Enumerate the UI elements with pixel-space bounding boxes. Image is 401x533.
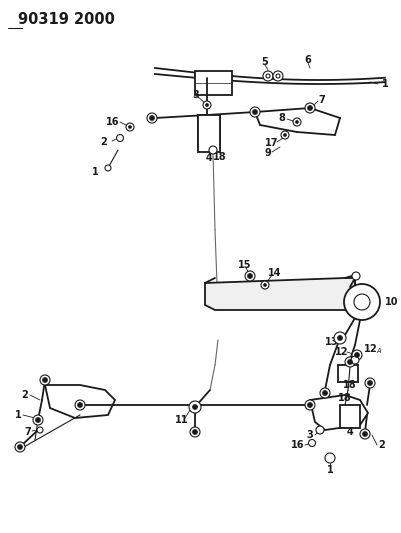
Circle shape: [245, 271, 255, 281]
Text: 10: 10: [385, 297, 399, 307]
Polygon shape: [310, 395, 368, 430]
Text: 16: 16: [291, 440, 305, 450]
Circle shape: [325, 453, 335, 463]
Circle shape: [281, 131, 289, 139]
Circle shape: [263, 71, 273, 81]
Polygon shape: [338, 365, 358, 382]
Circle shape: [77, 402, 83, 408]
Circle shape: [354, 294, 370, 310]
Text: 7: 7: [319, 95, 325, 105]
Text: 16: 16: [106, 117, 120, 127]
Polygon shape: [45, 385, 115, 418]
Circle shape: [190, 427, 200, 437]
Circle shape: [36, 417, 41, 423]
Circle shape: [360, 429, 370, 439]
Polygon shape: [195, 71, 232, 95]
Circle shape: [40, 375, 50, 385]
Circle shape: [320, 388, 330, 398]
Text: 13: 13: [325, 337, 339, 347]
Polygon shape: [340, 405, 360, 428]
Circle shape: [308, 440, 316, 447]
Circle shape: [128, 125, 132, 128]
Circle shape: [205, 103, 209, 107]
Circle shape: [105, 165, 111, 171]
Circle shape: [352, 272, 360, 280]
Circle shape: [365, 378, 375, 388]
Circle shape: [150, 116, 154, 120]
Text: 11: 11: [175, 415, 189, 425]
Circle shape: [276, 74, 280, 78]
Circle shape: [354, 352, 360, 358]
Circle shape: [305, 400, 315, 410]
Text: 2: 2: [22, 390, 28, 400]
Circle shape: [261, 281, 269, 289]
Text: 5: 5: [261, 57, 268, 67]
Circle shape: [126, 123, 134, 131]
Text: 4: 4: [346, 427, 353, 437]
Circle shape: [316, 426, 324, 434]
Circle shape: [296, 120, 298, 124]
Text: 18: 18: [343, 380, 357, 390]
Circle shape: [117, 134, 124, 141]
Text: 90319 2000: 90319 2000: [18, 12, 115, 27]
Circle shape: [308, 106, 312, 110]
Text: 12: 12: [335, 347, 349, 357]
Circle shape: [367, 381, 373, 385]
Circle shape: [284, 133, 286, 136]
Circle shape: [345, 357, 355, 367]
Text: 1: 1: [14, 410, 21, 420]
Circle shape: [209, 146, 217, 154]
Text: 8: 8: [279, 113, 286, 123]
Text: 18: 18: [213, 152, 227, 162]
Circle shape: [338, 335, 342, 341]
Circle shape: [334, 332, 346, 344]
Text: 3: 3: [192, 90, 199, 100]
Text: 14: 14: [268, 268, 282, 278]
Circle shape: [147, 113, 157, 123]
Circle shape: [75, 400, 85, 410]
Polygon shape: [205, 278, 355, 310]
Circle shape: [363, 432, 367, 437]
Circle shape: [273, 71, 283, 81]
Text: 17: 17: [265, 138, 279, 148]
Circle shape: [37, 427, 43, 433]
Text: 7: 7: [24, 427, 31, 437]
Text: 1: 1: [91, 167, 98, 177]
Text: 9: 9: [265, 148, 271, 158]
Circle shape: [351, 356, 359, 364]
Circle shape: [192, 430, 198, 434]
Text: 12$_A$: 12$_A$: [363, 342, 383, 356]
Text: 2: 2: [379, 440, 385, 450]
Circle shape: [18, 445, 22, 449]
Text: 1: 1: [382, 79, 389, 89]
Circle shape: [266, 74, 270, 78]
Circle shape: [293, 118, 301, 126]
Circle shape: [33, 415, 43, 425]
Circle shape: [247, 273, 253, 279]
Circle shape: [15, 442, 25, 452]
Circle shape: [305, 103, 315, 113]
Circle shape: [43, 377, 47, 383]
Circle shape: [348, 359, 352, 365]
Circle shape: [189, 401, 201, 413]
Circle shape: [352, 350, 362, 360]
Circle shape: [203, 101, 211, 109]
Circle shape: [250, 107, 260, 117]
Polygon shape: [198, 115, 220, 148]
Circle shape: [263, 284, 267, 287]
Circle shape: [322, 391, 328, 395]
Text: 4: 4: [206, 153, 213, 163]
Text: 1: 1: [327, 465, 333, 475]
Circle shape: [253, 109, 257, 115]
Text: 18: 18: [338, 393, 352, 403]
Text: 15: 15: [238, 260, 252, 270]
Circle shape: [344, 284, 380, 320]
Text: 3: 3: [307, 430, 313, 440]
Circle shape: [192, 405, 198, 409]
Circle shape: [308, 402, 312, 408]
Text: 2: 2: [101, 137, 107, 147]
Polygon shape: [198, 115, 220, 152]
Text: 6: 6: [305, 55, 311, 65]
